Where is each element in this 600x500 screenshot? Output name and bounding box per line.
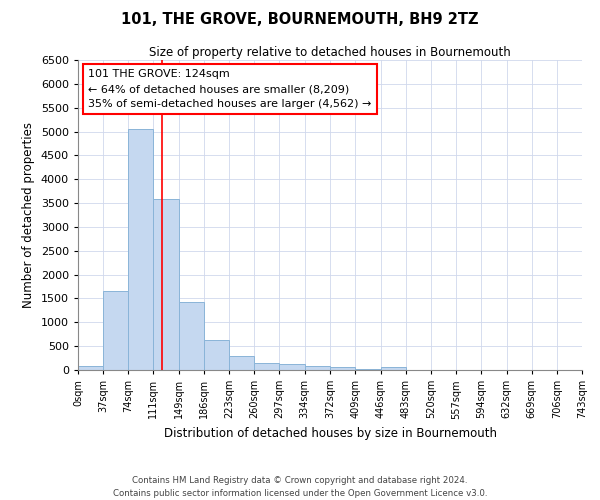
Y-axis label: Number of detached properties: Number of detached properties (22, 122, 35, 308)
Bar (355, 368, 380, 370)
Bar (254, 362, 280, 370)
Bar (153, 200, 179, 370)
Bar (331, 368, 355, 370)
Bar (280, 364, 305, 370)
Bar (380, 367, 406, 370)
Text: Contains HM Land Registry data © Crown copyright and database right 2024.
Contai: Contains HM Land Registry data © Crown c… (113, 476, 487, 498)
Bar (229, 356, 254, 370)
Text: 101, THE GROVE, BOURNEMOUTH, BH9 2TZ: 101, THE GROVE, BOURNEMOUTH, BH9 2TZ (121, 12, 479, 28)
X-axis label: Distribution of detached houses by size in Bournemouth: Distribution of detached houses by size … (163, 427, 497, 440)
Bar (78, 366, 103, 370)
Bar (103, 292, 128, 370)
Bar (305, 366, 331, 370)
Text: 101 THE GROVE: 124sqm
← 64% of detached houses are smaller (8,209)
35% of semi-d: 101 THE GROVE: 124sqm ← 64% of detached … (88, 70, 371, 109)
Bar (204, 340, 229, 370)
Bar (128, 128, 153, 370)
Bar (179, 302, 204, 370)
Title: Size of property relative to detached houses in Bournemouth: Size of property relative to detached ho… (149, 46, 511, 59)
